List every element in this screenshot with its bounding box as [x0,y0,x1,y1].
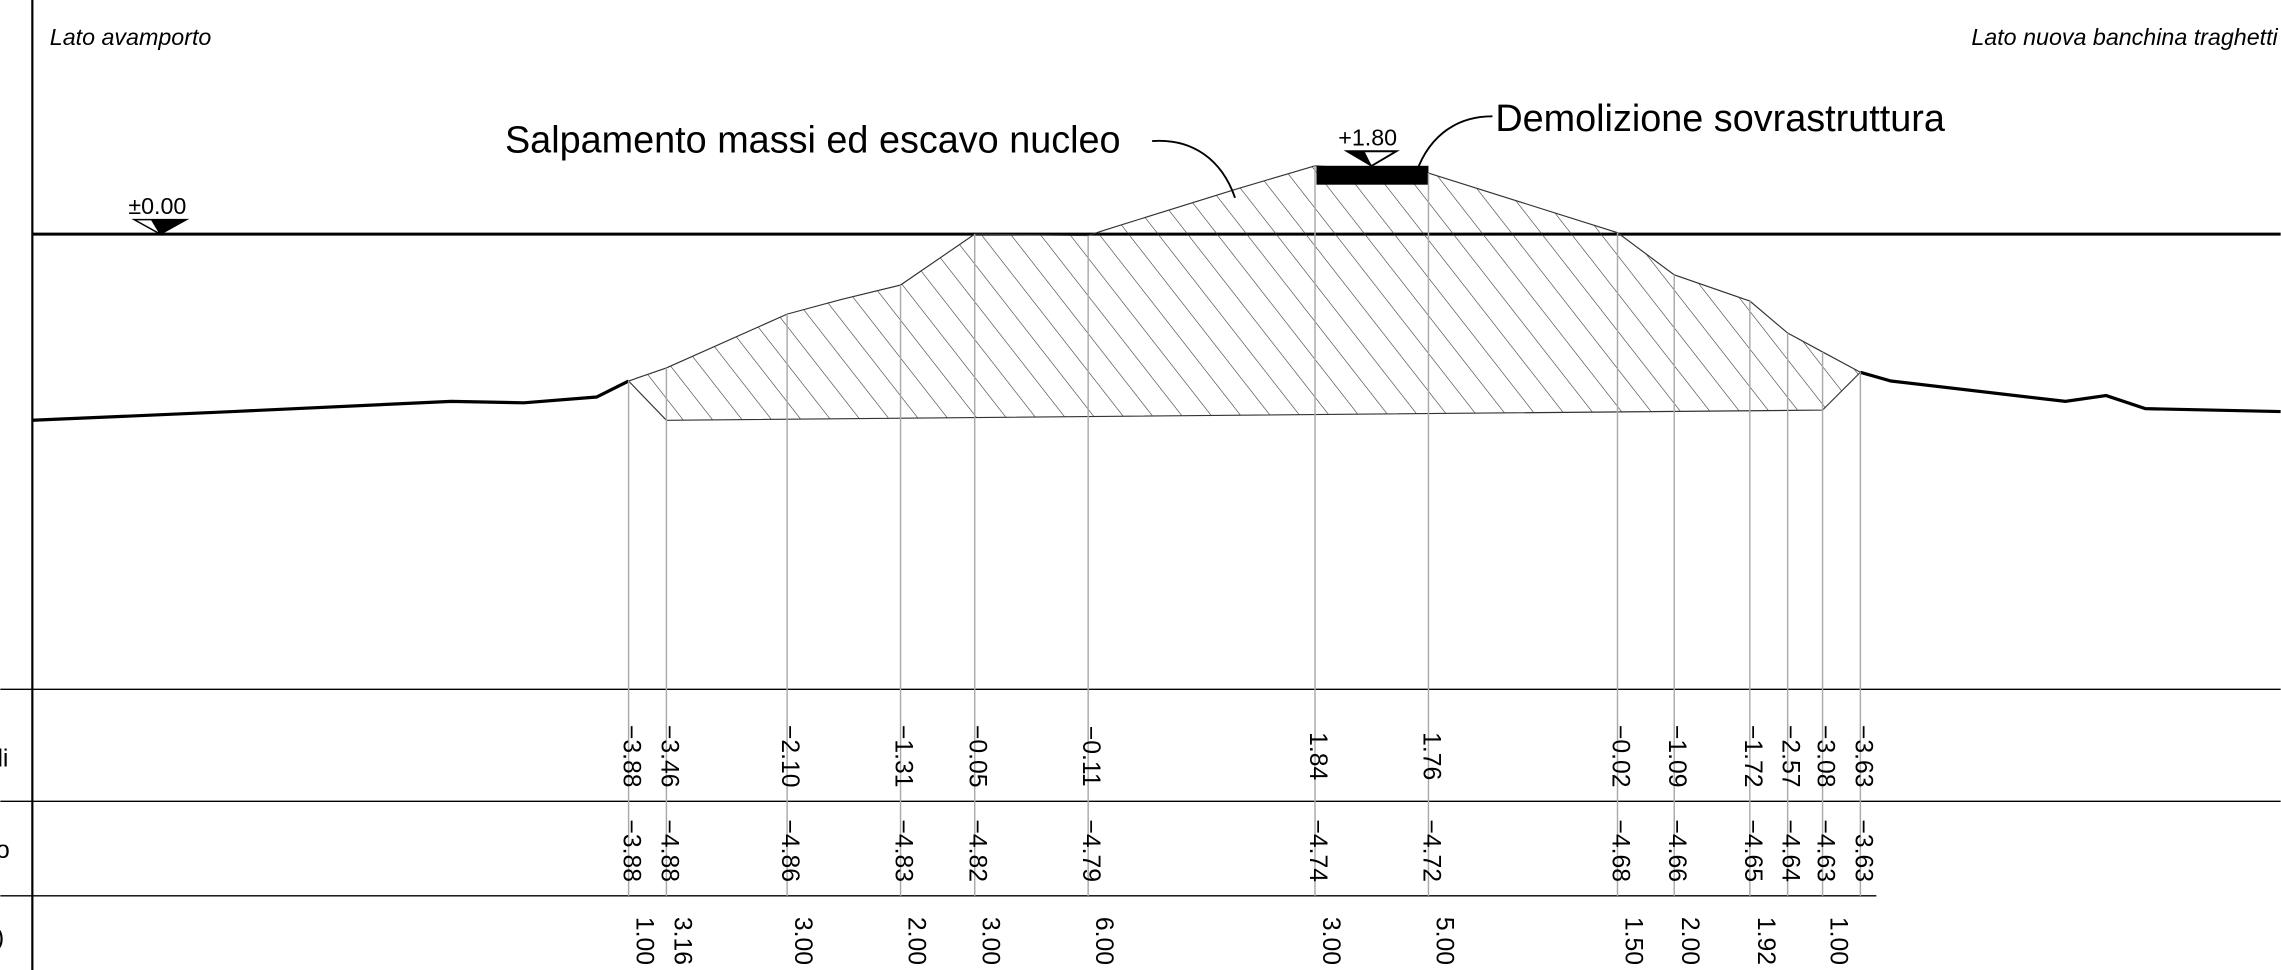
row-label: li [0,745,8,772]
elevation-value: −4.74 [1304,819,1331,882]
distance-value: 1.92 [1752,917,1779,965]
elevation-value: −0.05 [964,725,991,788]
level-label: +1.80 [1338,124,1397,150]
elevation-value: 1.76 [1417,732,1444,780]
elevation-value: −4.68 [1606,819,1633,882]
distance-value: 6.00 [1090,917,1117,965]
elevation-value: −2.10 [776,725,803,788]
elevation-value: 1.84 [1304,732,1331,780]
distance-value: 3.16 [668,917,695,965]
annotation: Salpamento massi ed escavo nucleo [505,120,1121,162]
level-marker [131,218,190,237]
elevation-value: −3.88 [618,819,645,882]
elevation-value: −0.02 [1606,725,1633,788]
elevation-value: −3.88 [618,725,645,788]
distance-value: 2.00 [903,917,930,965]
superstructure [1316,165,1429,185]
elevation-value: −2.57 [1777,725,1804,788]
elevation-value: −3.46 [655,725,682,788]
ground-right [1859,370,2281,414]
distance-value: 5.00 [1430,917,1457,965]
elevation-value: −1.72 [1739,725,1766,788]
level-label: ±0.00 [128,193,186,219]
elevation-value: −4.64 [1777,819,1804,882]
elevation-value: −1.31 [889,725,916,788]
distance-value: 1.50 [1620,917,1647,965]
ground-left [32,379,630,422]
level-marker-fill [1347,151,1372,166]
side-label: Lato nuova banchina traghetti [1971,24,2278,50]
elevation-value: −0.11 [1077,726,1104,787]
distance-value: 3.00 [1317,917,1344,965]
elevation-value: −4.86 [776,819,803,882]
excavation-area [627,165,1862,421]
distance-value: 1.00 [1825,917,1852,965]
leader-demolition [1412,115,1493,181]
annotation: Demolizione sovrastruttura [1495,98,1946,140]
side-label: Lato avamporto [50,24,212,50]
elevation-value: −4.63 [1811,819,1838,882]
distance-value: 1.00 [631,917,658,965]
leader-excavation [1152,139,1236,199]
row-label: ) [0,924,4,951]
row-label: o [0,837,10,864]
elevation-value: −3.08 [1811,725,1838,788]
elevation-value: −3.63 [1849,819,1876,882]
elevation-value: −3.63 [1849,725,1876,788]
elevation-value: −4.82 [964,819,991,882]
elevation-value: −4.83 [889,819,916,882]
elevation-value: −4.79 [1077,819,1104,882]
distance-value: 2.00 [1676,917,1703,965]
distance-value: 3.00 [789,917,816,965]
distance-value: 3.00 [977,917,1004,965]
elevation-value: −4.88 [655,819,682,882]
elevation-value: −4.66 [1663,819,1690,882]
elevation-value: −4.72 [1417,819,1444,882]
elevation-value: −4.65 [1739,819,1766,882]
elevation-value: −1.09 [1663,725,1690,788]
